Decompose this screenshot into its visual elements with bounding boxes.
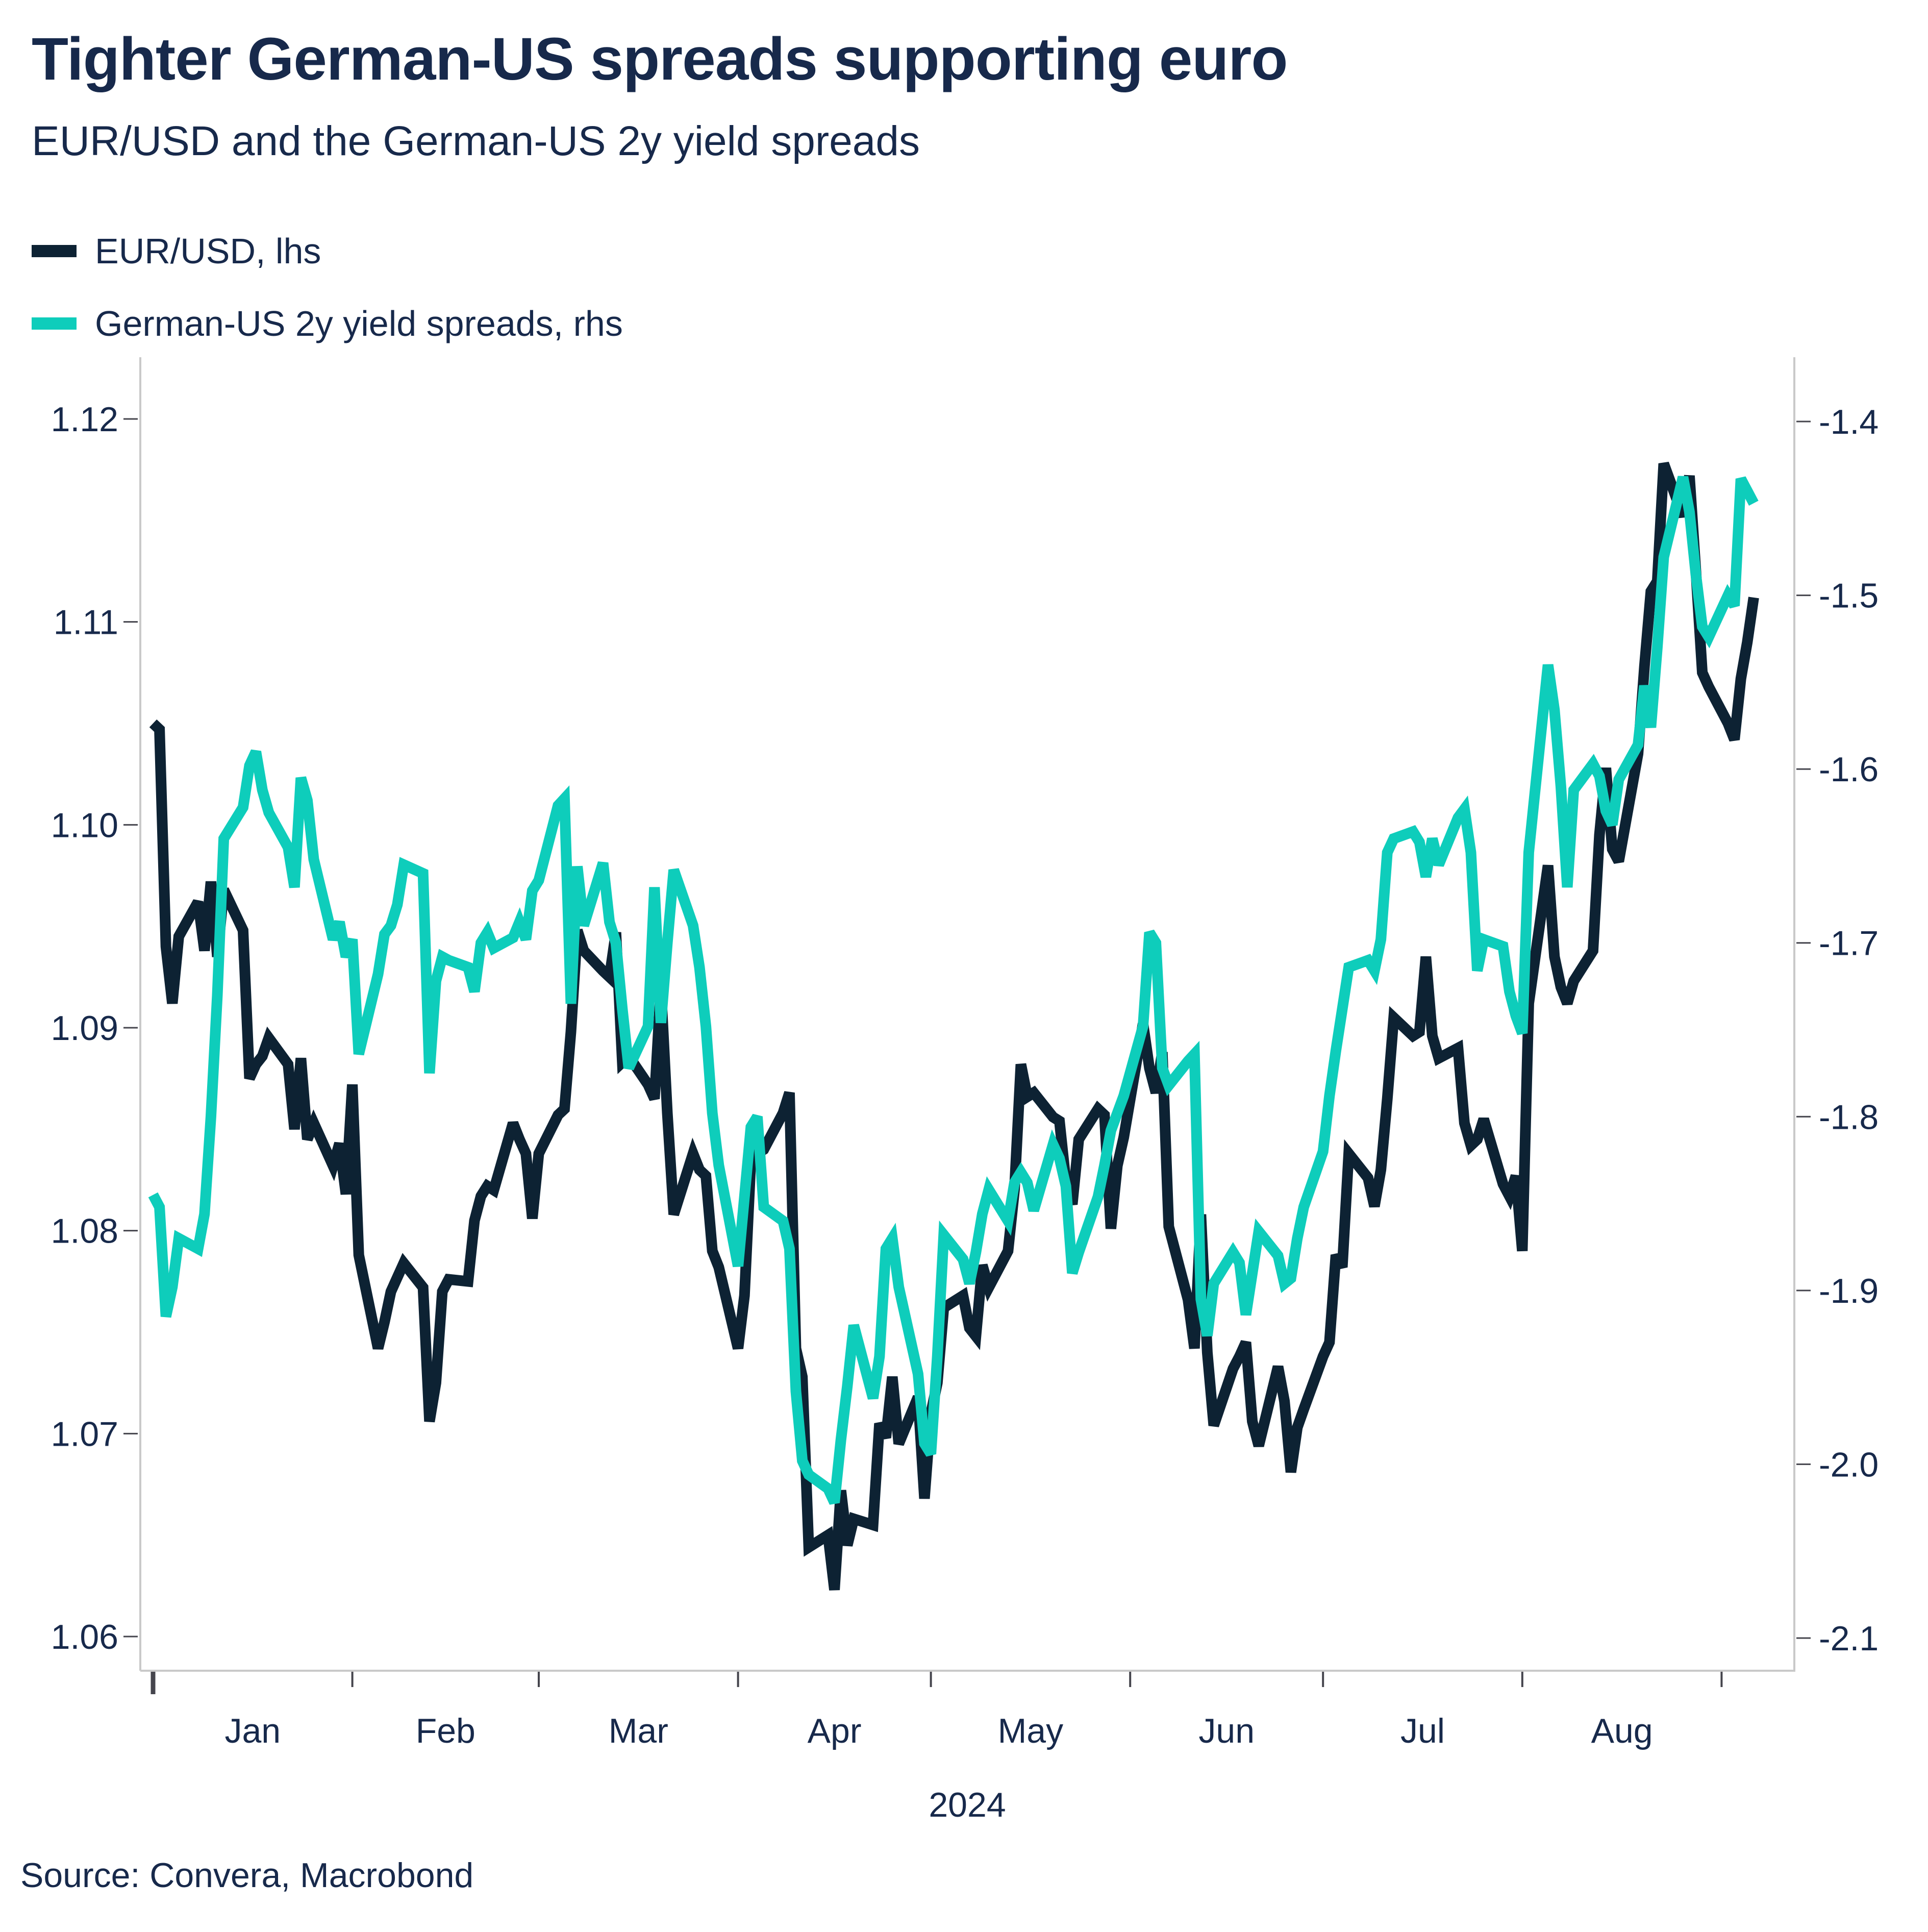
month-label: Jun [1198,1712,1255,1750]
legend-item-spread: German-US 2y yield spreads, rhs [32,301,623,346]
legend-item-eurusd: EUR/USD, lhs [32,229,623,274]
month-label: Feb [416,1712,475,1750]
right-tick-label: -1.4 [1819,403,1879,441]
month-label: Apr [808,1712,862,1750]
left-tick-label: 1.08 [51,1212,118,1251]
left-tick-label: 1.09 [51,1009,118,1048]
month-label: Jul [1400,1712,1445,1750]
legend: EUR/USD, lhs German-US 2y yield spreads,… [32,229,623,374]
month-label: Jan [224,1712,281,1750]
chart-subtitle: EUR/USD and the German-US 2y yield sprea… [32,118,920,164]
legend-label-eurusd: EUR/USD, lhs [95,231,321,271]
left-tick-label: 1.06 [51,1618,118,1656]
right-tick-label: -1.5 [1819,577,1879,615]
legend-swatch-eurusd [32,245,77,257]
month-label: Mar [609,1712,668,1750]
right-tick-label: -1.8 [1819,1098,1879,1136]
legend-swatch-spread [32,317,77,330]
left-tick-label: 1.11 [54,603,118,642]
left-tick-label: 1.10 [51,806,118,845]
right-tick-label: -1.6 [1819,750,1879,789]
series-line-spread [148,476,1759,1505]
right-tick-label: -2.1 [1819,1619,1879,1658]
left-tick-label: 1.12 [51,400,118,439]
left-tick-label: 1.07 [51,1415,118,1453]
chart-title: Tighter German-US spreads supporting eur… [32,26,1288,93]
legend-label-spread: German-US 2y yield spreads, rhs [95,304,623,343]
series-line-eurusd [149,461,1759,1591]
source-text: Source: Convera, Macrobond [20,1856,474,1895]
right-tick-label: -1.9 [1819,1272,1879,1310]
year-label: 2024 [929,1786,1006,1824]
month-label: May [998,1712,1063,1750]
month-label: Aug [1591,1712,1653,1750]
right-tick-label: -2.0 [1819,1445,1879,1484]
right-tick-label: -1.7 [1819,924,1879,963]
